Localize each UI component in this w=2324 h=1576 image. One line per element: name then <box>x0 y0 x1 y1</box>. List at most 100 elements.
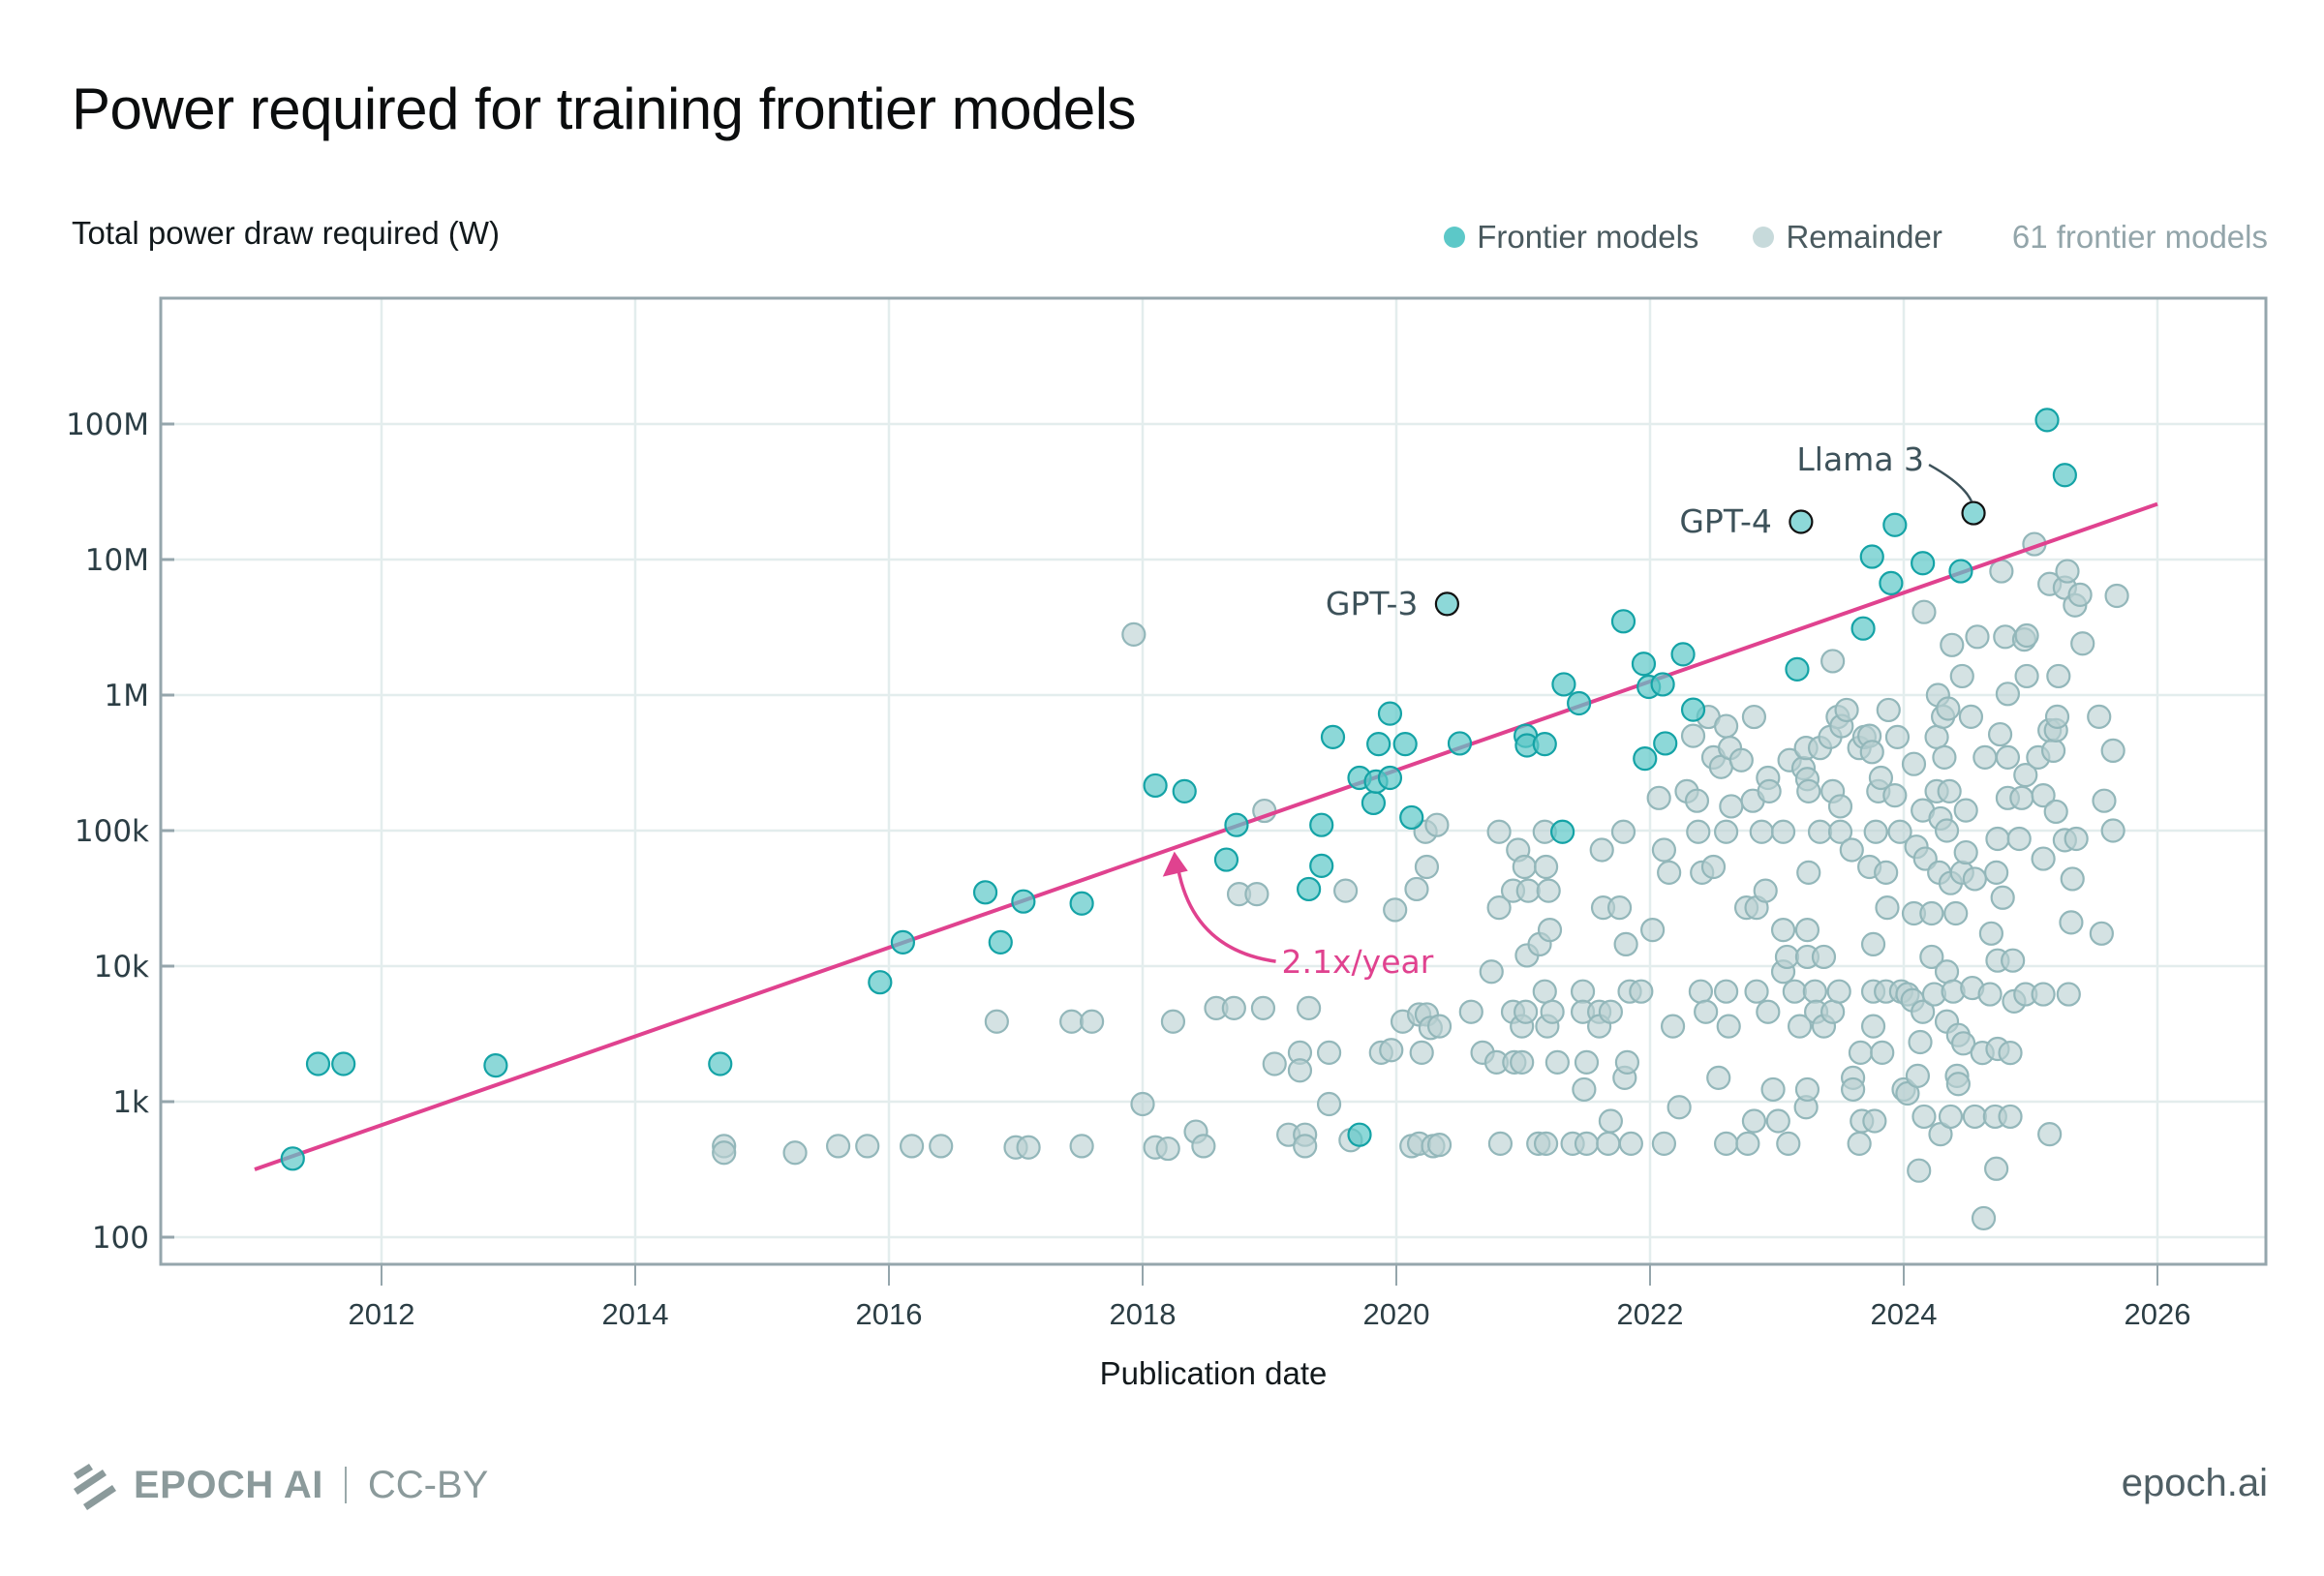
remainder-point <box>1911 999 1936 1024</box>
remainder-point <box>1985 826 2010 852</box>
frontier-point <box>1911 551 1936 576</box>
remainder-point <box>1719 794 1744 819</box>
remainder-point <box>1426 1014 1452 1039</box>
remainder-point <box>1424 812 1450 837</box>
remainder-point <box>2059 910 2084 935</box>
annotated-point <box>1789 509 1814 534</box>
y-tick-label: 100 <box>92 1221 149 1256</box>
site-link[interactable]: epoch.ai <box>2121 1462 2268 1504</box>
frontier-point <box>1650 672 1675 697</box>
remainder-point <box>1860 1014 1886 1039</box>
remainder-point <box>1794 917 1820 943</box>
remainder-point <box>1537 917 1563 943</box>
frontier-point <box>1670 642 1696 667</box>
legend-item-frontier[interactable]: Frontier models <box>1444 219 1698 256</box>
remainder-point <box>1774 944 1800 970</box>
remainder-point <box>1069 1134 1094 1159</box>
legend: Frontier models Remainder 61 frontier mo… <box>1390 219 2268 256</box>
remainder-point <box>1244 881 1269 907</box>
annotation-layer: GPT-3 GPT-4 Llama 3 2.1x/year <box>1162 440 1973 981</box>
remainder-point <box>1667 1095 1692 1120</box>
frontier-point <box>1447 731 1473 756</box>
remainder-point <box>1287 1058 1313 1083</box>
remainder-point <box>1293 1134 1318 1159</box>
remainder-point <box>2031 782 2056 808</box>
x-tick-label: 2026 <box>2125 1297 2191 1331</box>
remainder-point <box>1651 837 1677 863</box>
remainder-point <box>1332 878 1359 903</box>
remainder-point <box>1756 999 1781 1024</box>
remainder-point <box>1977 982 2003 1007</box>
remainder-point <box>1984 860 2009 885</box>
y-tick-label: 100k <box>75 814 149 849</box>
frontier-series <box>280 408 2077 1171</box>
remainder-point <box>1379 1038 1404 1063</box>
y-tick-label: 10k <box>94 950 149 985</box>
remainder-point <box>712 1140 737 1166</box>
remainder-point <box>929 1134 954 1159</box>
remainder-point <box>2100 818 2125 843</box>
remainder-point <box>1908 1029 1933 1055</box>
remainder-point <box>1426 1133 1452 1158</box>
annotated-point <box>1434 591 1460 617</box>
license-label: CC-BY <box>367 1463 489 1506</box>
remainder-point <box>1515 878 1541 903</box>
remainder-point <box>1574 1049 1600 1075</box>
remainder-point <box>1404 876 1429 902</box>
remainder-point <box>1297 995 1322 1020</box>
remainder-point <box>1610 819 1636 844</box>
remainder-point <box>1945 1072 1971 1097</box>
remainder-point <box>1802 979 1827 1004</box>
remainder-point <box>1875 895 1900 921</box>
frontier-point <box>2034 408 2060 433</box>
remainder-point <box>1728 747 1754 773</box>
frontier-point <box>890 929 916 955</box>
remainder-point <box>1995 682 2021 707</box>
remainder-point <box>2087 704 2112 729</box>
remainder-point <box>1510 1049 1535 1075</box>
remainder-point <box>1716 1014 1741 1039</box>
remainder-point <box>2067 582 2093 607</box>
remainder-point <box>1614 1049 1640 1075</box>
remainder-point <box>1995 744 2021 770</box>
remainder-point <box>1155 1136 1180 1162</box>
remainder-point <box>1911 1104 1937 1130</box>
x-tick-label: 2024 <box>1871 1297 1938 1331</box>
legend-item-remainder[interactable]: Remainder <box>1753 219 1942 256</box>
trend-annotation-arrow <box>1177 868 1276 963</box>
remainder-point <box>1776 1131 1801 1156</box>
frontier-point <box>1011 889 1036 914</box>
remainder-point <box>1919 900 1944 926</box>
remainder-point <box>1646 785 1671 810</box>
legend-frontier-label: Frontier models <box>1477 219 1699 255</box>
remainder-point <box>1570 979 1596 1004</box>
remainder-point <box>1694 999 1719 1024</box>
remainder-point <box>1316 1091 1342 1117</box>
remainder-point <box>1770 819 1796 844</box>
frontier-point <box>1653 731 1678 756</box>
y-tick-label: 100M <box>66 408 149 442</box>
remainder-point <box>1598 1108 1623 1134</box>
remainder-point <box>1757 778 1782 803</box>
remainder-point <box>1884 724 1911 749</box>
remainder-point <box>1978 921 2003 946</box>
frontier-point <box>1224 812 1249 837</box>
frontier-point <box>305 1051 331 1076</box>
remainder-point <box>2055 559 2080 584</box>
remainder-point <box>1936 696 1961 721</box>
remainder-point <box>1536 878 1561 903</box>
remainder-point <box>1972 744 1998 770</box>
remainder-point <box>1820 649 1846 674</box>
frontier-point <box>1859 544 1884 569</box>
frontier-point <box>1631 652 1657 677</box>
frontier-point <box>280 1146 305 1171</box>
remainder-point <box>1924 724 1949 749</box>
y-axis-title: Total power draw required (W) <box>72 215 500 251</box>
remainder-point <box>1839 837 1864 863</box>
remainder-point <box>1862 1108 1887 1134</box>
remainder-point <box>1907 1158 1932 1183</box>
remainder-point <box>1943 900 1969 926</box>
remainder-point <box>1932 744 1957 770</box>
remainder-point <box>1934 818 1960 843</box>
remainder-point <box>1059 1009 1085 1034</box>
